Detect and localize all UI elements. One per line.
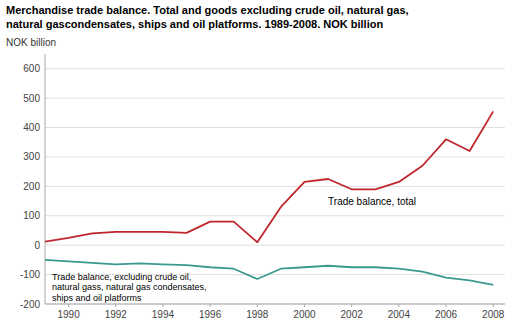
x-tick-label: 2002 — [341, 309, 364, 320]
x-tick — [115, 304, 116, 307]
series-line — [45, 111, 493, 242]
x-tick-label: 1996 — [199, 309, 222, 320]
grid-line — [45, 245, 505, 246]
series-line — [45, 260, 493, 285]
y-tick-label: 100 — [23, 210, 40, 221]
chart: Merchandise trade balance. Total and goo… — [0, 0, 517, 331]
x-tick-label: 2000 — [293, 309, 316, 320]
grid-line — [45, 156, 505, 157]
x-tick — [446, 304, 447, 307]
grid-line — [45, 98, 505, 99]
grid-line — [45, 68, 505, 69]
grid-line — [45, 127, 505, 128]
grid-line — [45, 304, 505, 305]
title: Merchandise trade balance. Total and goo… — [6, 4, 409, 16]
y-tick-label: -200 — [20, 299, 40, 310]
x-tick — [210, 304, 211, 307]
x-tick-label: 2006 — [435, 309, 458, 320]
annotation: Trade balance, excluding crude oil, — [52, 272, 191, 282]
annotation: natural gass, natural gas condensates, — [52, 282, 207, 292]
x-tick-label: 1992 — [105, 309, 128, 320]
grid-line — [45, 186, 505, 187]
y-tick-label: 400 — [23, 122, 40, 133]
x-tick — [68, 304, 69, 307]
annotations: Trade balance, total Trade balance, exclu… — [52, 196, 416, 302]
x-tick — [351, 304, 352, 307]
title: natural gascondensates, ships and oil pl… — [6, 18, 383, 30]
y-axis-label: NOK billion — [6, 37, 56, 48]
grid — [45, 69, 505, 304]
annotation: ships and oil platforms — [52, 293, 142, 303]
x-tick-label: 2008 — [482, 309, 505, 320]
x-tick — [304, 304, 305, 307]
x-tick — [493, 304, 494, 307]
plot-area — [45, 111, 493, 285]
x-tick-label: 1994 — [152, 309, 175, 320]
x-tick-label: 1998 — [246, 309, 269, 320]
y-tick-label: 300 — [23, 151, 40, 162]
x-tick — [162, 304, 163, 307]
x-tick — [257, 304, 258, 307]
y-tick-label: 600 — [23, 63, 40, 74]
x-axis-line — [45, 304, 505, 305]
y-tick-label: 500 — [23, 93, 40, 104]
y-tick-label: 200 — [23, 181, 40, 192]
x-tick-label: 1990 — [57, 309, 80, 320]
y-tick-label: 0 — [34, 240, 40, 251]
annotation: Trade balance, total — [328, 196, 416, 207]
x-tick-label: 2004 — [388, 309, 411, 320]
y-tick-label: -100 — [20, 269, 40, 280]
x-tick — [398, 304, 399, 307]
y-axis-line — [45, 54, 46, 304]
